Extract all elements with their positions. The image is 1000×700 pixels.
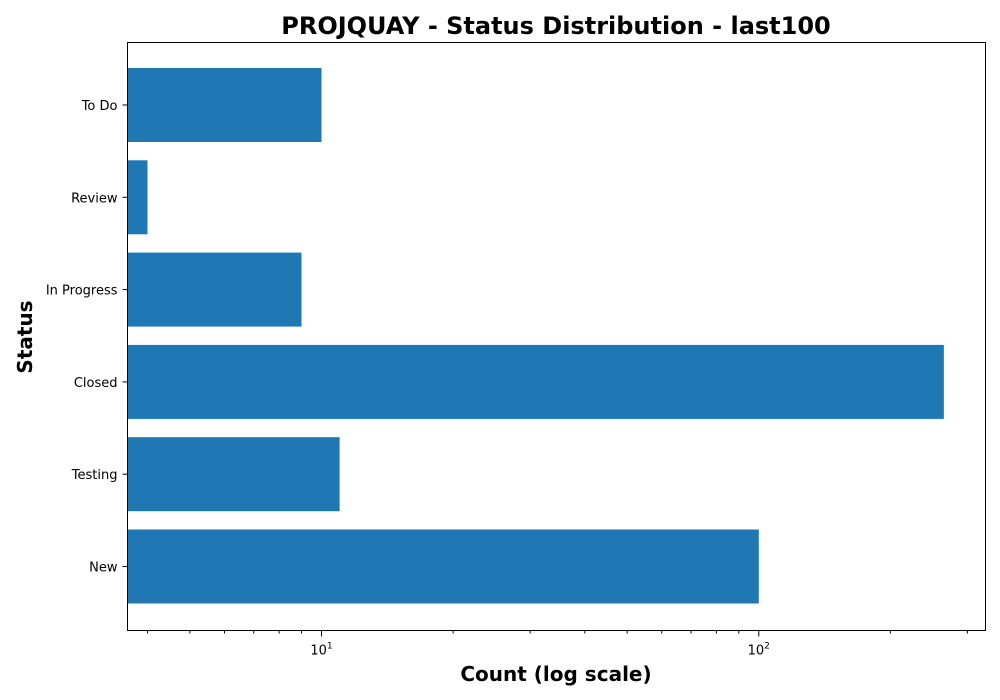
plot-frame (127, 42, 986, 631)
bar-testing (127, 437, 340, 512)
x-axis: 101 102 (147, 630, 968, 659)
y-tick-label: Testing (71, 468, 118, 483)
y-tick-label: In Progress (46, 284, 118, 299)
x-tick-label: 102 (748, 642, 770, 659)
bar-review (127, 160, 148, 235)
bars-group (127, 68, 944, 604)
bar-in-progress (127, 252, 302, 327)
bar-closed (127, 344, 944, 419)
x-axis-title: Count (log scale) (460, 662, 651, 686)
y-tick-label: To Do (81, 99, 118, 114)
bar-new (127, 529, 759, 604)
y-tick-label: New (89, 561, 118, 576)
x-tick-label: 101 (310, 642, 332, 659)
bar-to-do (127, 68, 322, 142)
y-axis-title: Status (13, 300, 37, 373)
y-axis: New Testing Closed In Progress Review To Do (46, 99, 128, 576)
chart-title: PROJQUAY - Status Distribution - last100 (281, 12, 831, 40)
y-tick-label: Review (71, 191, 118, 206)
y-tick-label: Closed (74, 376, 118, 391)
